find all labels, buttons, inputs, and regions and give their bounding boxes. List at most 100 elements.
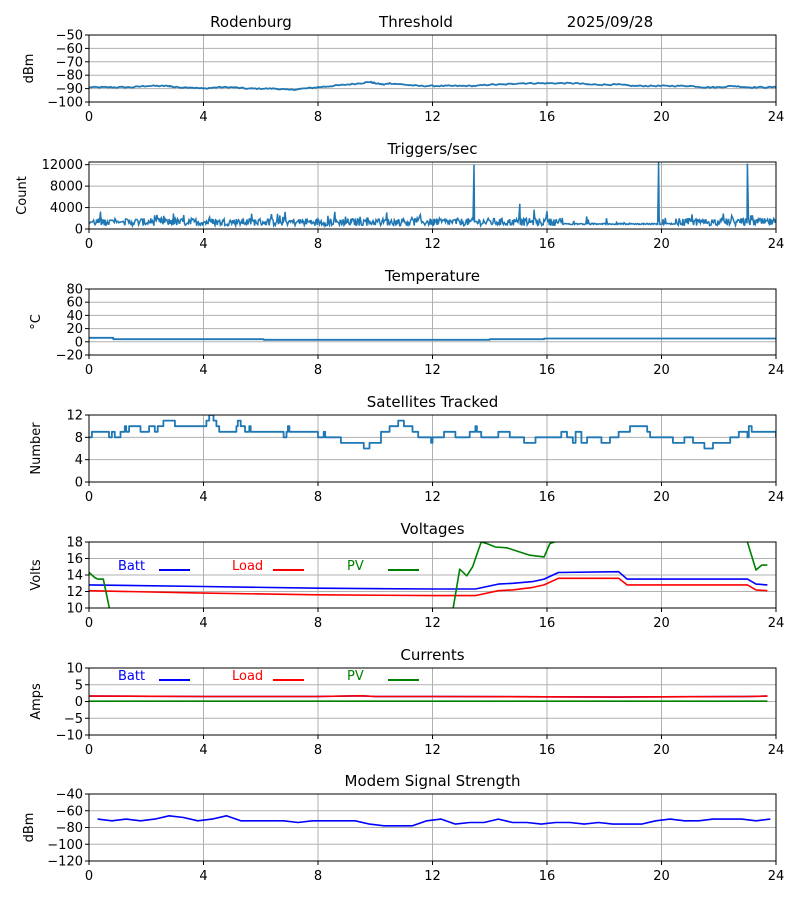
chart-currents: 0 4 8 12 16 20 24 105 0 −5 −10 Currents Amps Batt Load…: [29, 646, 784, 758]
x-tick-label: 24: [768, 743, 785, 758]
y-tick-label: −90: [56, 82, 83, 97]
y-tick-label: −120: [47, 855, 83, 870]
x-tick-label: 0: [85, 743, 93, 758]
x-tick-label: 8: [314, 363, 322, 378]
x-tick-label: 24: [768, 869, 785, 884]
legend-label-batt: Batt: [118, 559, 145, 574]
x-tick-label: 20: [653, 110, 670, 125]
x-tick-label: 24: [768, 363, 785, 378]
x-tick-label: 16: [539, 743, 556, 758]
y-tick-label: 16: [66, 552, 83, 567]
legend-label-pv: PV: [347, 669, 364, 684]
x-tick-label: 20: [653, 869, 670, 884]
x-tick-label: 20: [653, 490, 670, 505]
x-tick-label: 0: [85, 490, 93, 505]
x-tick-label: 16: [539, 237, 556, 252]
y-tick-label: 10: [66, 602, 83, 617]
station-title: Rodenburg: [210, 13, 292, 31]
x-tick-label: 16: [539, 363, 556, 378]
y-tick-label: 40: [66, 309, 83, 324]
x-tick-label: 12: [424, 869, 441, 884]
x-tick-label: 12: [424, 110, 441, 125]
y-tick-label: 20: [66, 322, 83, 337]
y-tick-label: −100: [47, 838, 83, 853]
x-tick-label: 8: [314, 869, 322, 884]
x-tick-label: 4: [199, 490, 207, 505]
series-group: [89, 695, 768, 702]
series-line-sats: [89, 415, 776, 450]
chart-modem: 0 4 8 12 16 20 24 −40−60 −80 −100 −120 Modem Signal…: [22, 772, 784, 884]
y-axis-label: °C: [29, 314, 44, 330]
legend-label-load: Load: [232, 559, 263, 574]
x-tick-label: 16: [539, 616, 556, 631]
series-line-modem: [97, 815, 771, 827]
legend-label-batt: Batt: [118, 669, 145, 684]
series-line-temp: [89, 336, 776, 341]
y-axis-label: Count: [15, 176, 30, 215]
y-tick-label: 8000: [50, 180, 83, 195]
chart-satellites: 0 4 8 12 16 20 24 12 8 4 0 Satellites Tracked Number: [29, 393, 784, 505]
x-tick-label: 4: [199, 869, 207, 884]
y-axis-label: Amps: [29, 683, 44, 720]
series-line-load: [89, 695, 768, 698]
x-tick-label: 12: [424, 237, 441, 252]
x-tick-label: 12: [424, 616, 441, 631]
y-tick-label: −50: [56, 29, 83, 44]
chart-rssi: 0 4 8 12 16 20 24 −50−60−70−80−90−100 dBm: [22, 29, 784, 126]
y-tick-label: 12000: [42, 158, 83, 173]
x-tick-label: 0: [85, 110, 93, 125]
x-tick-label: 0: [85, 869, 93, 884]
y-tick-label: 4000: [50, 201, 83, 216]
series-group: [97, 815, 771, 827]
y-axis-label: dBm: [22, 813, 37, 843]
y-tick-label: 12: [66, 409, 83, 424]
x-tick-label: 16: [539, 490, 556, 505]
chart-title: Currents: [400, 646, 464, 664]
x-tick-label: 8: [314, 237, 322, 252]
x-tick-label: 0: [85, 237, 93, 252]
chart-title: Voltages: [400, 520, 464, 538]
chart-title: Satellites Tracked: [367, 393, 498, 411]
series-group: [89, 80, 776, 91]
x-tick-label: 4: [199, 110, 207, 125]
x-tick-label: 16: [539, 869, 556, 884]
x-tick-label: 20: [653, 616, 670, 631]
y-tick-label: −20: [56, 349, 83, 364]
y-tick-label: 0: [75, 476, 83, 491]
x-tick-label: 12: [424, 490, 441, 505]
series-line-triggers: [89, 162, 776, 229]
chart-triggers: 0 4 8 12 16 20 24 0 4000 8000 12000 Triggers/sec Cou…: [15, 140, 784, 252]
mode-title: Threshold: [378, 13, 453, 31]
y-axis-label: dBm: [22, 54, 37, 84]
x-tick-label: 20: [653, 237, 670, 252]
x-tick-label: 24: [768, 237, 785, 252]
y-tick-label: −80: [56, 69, 83, 84]
y-tick-label: −80: [56, 821, 83, 836]
x-tick-label: 8: [314, 743, 322, 758]
y-tick-label: 8: [75, 431, 83, 446]
x-tick-label: 12: [424, 743, 441, 758]
x-tick-label: 12: [424, 363, 441, 378]
y-tick-label: −100: [47, 96, 83, 111]
series-line-batt: [89, 570, 768, 590]
y-tick-label: −60: [56, 804, 83, 819]
y-tick-label: 80: [66, 283, 83, 298]
date-title: 2025/09/28: [567, 13, 653, 31]
y-axis-label: Volts: [29, 559, 44, 591]
y-tick-label: −40: [56, 788, 83, 803]
x-tick-label: 0: [85, 363, 93, 378]
x-tick-label: 16: [539, 110, 556, 125]
y-tick-label: 12: [66, 585, 83, 600]
y-tick-label: 0: [75, 223, 83, 238]
x-tick-label: 4: [199, 363, 207, 378]
x-tick-label: 24: [768, 490, 785, 505]
chart-title: Modem Signal Strength: [345, 772, 521, 790]
x-tick-label: 24: [768, 616, 785, 631]
x-tick-label: 8: [314, 110, 322, 125]
x-tick-label: 4: [199, 237, 207, 252]
x-tick-label: 4: [199, 743, 207, 758]
x-tick-label: 8: [314, 490, 322, 505]
x-tick-label: 24: [768, 110, 785, 125]
